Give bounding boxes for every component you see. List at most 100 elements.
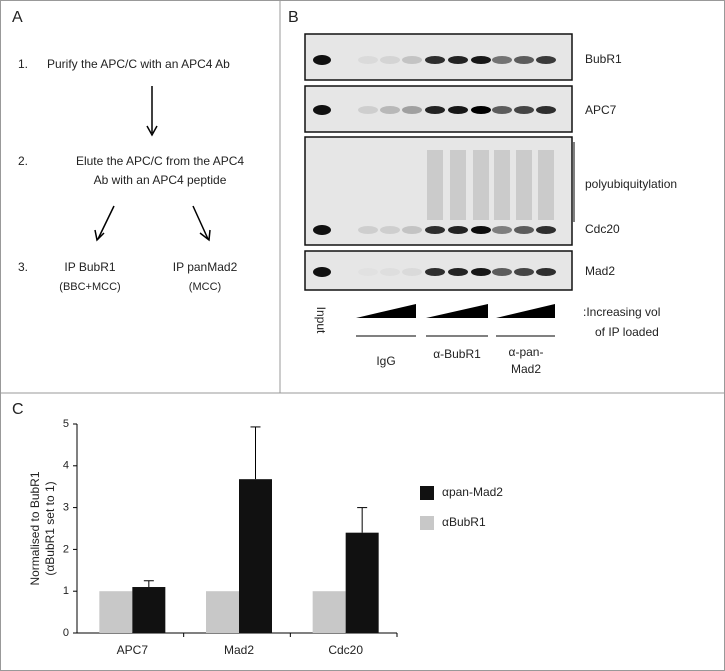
- arrow: [192, 205, 209, 240]
- step-number: 1.: [18, 57, 28, 71]
- band: [471, 56, 491, 64]
- smear: [427, 150, 443, 220]
- step-text: Ab with an APC4 peptide: [94, 173, 227, 187]
- arrow: [97, 205, 115, 240]
- band: [471, 106, 491, 114]
- y-axis-label: (αBubR1 set to 1): [43, 481, 57, 575]
- band: [358, 56, 378, 64]
- loading-note: :Increasing vol: [583, 305, 660, 319]
- legend-swatch: [420, 516, 434, 530]
- band: [380, 56, 400, 64]
- y-tick-label: 5: [63, 418, 69, 430]
- band: [492, 226, 512, 234]
- band: [402, 106, 422, 114]
- band: [536, 268, 556, 276]
- band: [471, 226, 491, 234]
- smear: [450, 150, 466, 220]
- band: [380, 226, 400, 234]
- y-tick-label: 4: [63, 460, 69, 472]
- band: [425, 268, 445, 276]
- smear: [494, 150, 510, 220]
- band: [471, 268, 491, 276]
- band: [358, 106, 378, 114]
- band: [358, 268, 378, 276]
- band: [514, 268, 534, 276]
- band: [425, 226, 445, 234]
- lane-label: Input: [314, 307, 328, 334]
- blot-label: BubR1: [585, 52, 622, 66]
- x-tick-label: Mad2: [224, 643, 254, 657]
- error-bar: [143, 580, 154, 588]
- band: [313, 105, 331, 115]
- wedge: [356, 304, 416, 318]
- chart: 0 1 2 3 4 5 Normalised to BubR1 (αBubR1 set to …: [28, 418, 503, 657]
- arrow-head: [146, 125, 158, 137]
- band: [380, 106, 400, 114]
- step-text: (MCC): [189, 281, 221, 293]
- legend-label: αpan-Mad2: [442, 485, 503, 499]
- x-tick-label: Cdc20: [328, 643, 363, 657]
- smear: [473, 150, 489, 220]
- band: [425, 56, 445, 64]
- panel-label: C: [12, 401, 24, 418]
- band: [536, 106, 556, 114]
- group-label: α-pan-: [509, 345, 544, 359]
- x-tick-label: APC7: [117, 643, 149, 657]
- band: [313, 267, 331, 277]
- blot-label: APC7: [585, 103, 617, 117]
- legend-label: αBubR1: [442, 515, 486, 529]
- band: [492, 268, 512, 276]
- y-tick-label: 1: [63, 585, 69, 597]
- band: [448, 226, 468, 234]
- y-tick-label: 2: [63, 543, 69, 555]
- arrow-head: [199, 229, 211, 242]
- y-axis-label: Normalised to BubR1: [28, 471, 42, 585]
- group-label: IgG: [376, 354, 395, 368]
- step-text: Purify the APC/C with an APC4 Ab: [47, 57, 230, 71]
- band: [448, 106, 468, 114]
- bar: [239, 479, 272, 633]
- band: [448, 56, 468, 64]
- bar: [312, 591, 346, 633]
- band: [402, 268, 422, 276]
- blot-label: Mad2: [585, 264, 615, 278]
- band: [358, 226, 378, 234]
- error-bar: [357, 507, 368, 533]
- step-number: 3.: [18, 260, 28, 274]
- blot-label: Cdc20: [585, 222, 620, 236]
- group-label: Mad2: [511, 362, 541, 376]
- wedge: [496, 304, 555, 318]
- band: [402, 226, 422, 234]
- y-tick-label: 0: [63, 627, 69, 639]
- step-text: IP BubR1: [64, 260, 115, 274]
- band: [313, 225, 331, 235]
- band: [514, 106, 534, 114]
- wedge: [426, 304, 488, 318]
- band: [313, 55, 331, 65]
- band: [536, 56, 556, 64]
- band: [492, 106, 512, 114]
- blots: [304, 33, 573, 291]
- loading-note: of IP loaded: [595, 325, 659, 339]
- bar: [132, 587, 166, 633]
- bar: [206, 591, 239, 633]
- band: [536, 226, 556, 234]
- bar: [99, 591, 133, 633]
- step-text: IP panMad2: [173, 260, 238, 274]
- band: [448, 268, 468, 276]
- band: [492, 56, 512, 64]
- arrow-head: [94, 229, 105, 242]
- legend-swatch: [420, 486, 434, 500]
- smear: [538, 150, 554, 220]
- blot-label: polyubiquitylation: [585, 177, 677, 191]
- band: [402, 56, 422, 64]
- error-bar: [250, 426, 261, 480]
- panel-label: B: [288, 9, 299, 26]
- band: [514, 56, 534, 64]
- band: [425, 106, 445, 114]
- band: [514, 226, 534, 234]
- step-text: Elute the APC/C from the APC4: [76, 154, 244, 168]
- y-tick-label: 3: [63, 502, 69, 514]
